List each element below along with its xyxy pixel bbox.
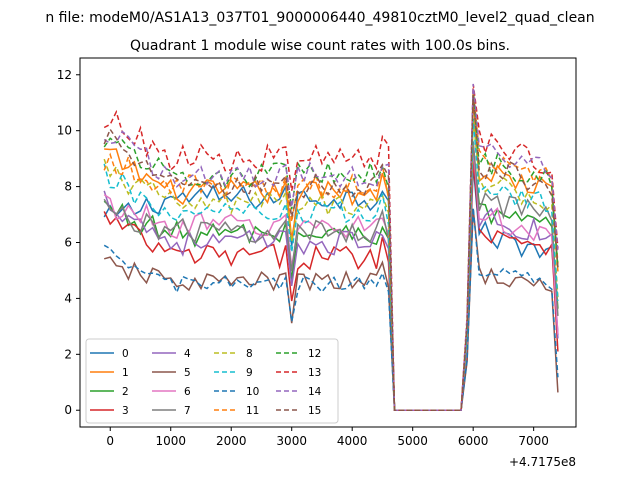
- legend-label-5: 5: [184, 367, 191, 379]
- y-axis: 0 2 4 6 8 10 12: [57, 68, 80, 417]
- legend-label-15: 15: [308, 405, 321, 417]
- x-offset-text: +4.7175e8: [509, 455, 576, 469]
- series-line-11: [103, 90, 559, 411]
- x-tick-label: 5000: [397, 434, 428, 448]
- x-tick-label: 1000: [155, 434, 186, 448]
- chart-title: Quadrant 1 module wise count rates with …: [130, 38, 510, 54]
- x-tick-label: 7000: [518, 434, 549, 448]
- series-line-4: [103, 141, 559, 411]
- x-tick-label: 0: [106, 434, 114, 448]
- legend-label-4: 4: [184, 348, 191, 360]
- legend-label-2: 2: [122, 386, 129, 398]
- legend-label-8: 8: [246, 348, 253, 360]
- series-line-14: [103, 83, 559, 411]
- legend-label-9: 9: [246, 367, 253, 379]
- legend-label-0: 0: [122, 348, 129, 360]
- y-tick-label: 6: [64, 236, 72, 250]
- x-tick-label: 4000: [337, 434, 368, 448]
- y-tick-label: 10: [57, 124, 72, 138]
- series-layer: [103, 83, 559, 411]
- series-line-13: [103, 84, 559, 411]
- y-tick-label: 2: [64, 347, 72, 361]
- series-line-10: [103, 207, 559, 411]
- legend-label-12: 12: [308, 348, 321, 360]
- series-line-7: [103, 141, 559, 411]
- legend-label-6: 6: [184, 386, 191, 398]
- series-line-15: [103, 94, 559, 411]
- legend-label-1: 1: [122, 367, 129, 379]
- x-tick-label: 3000: [276, 434, 307, 448]
- legend-label-13: 13: [308, 367, 321, 379]
- y-tick-label: 0: [64, 403, 72, 417]
- legend-label-7: 7: [184, 405, 191, 417]
- legend-label-3: 3: [122, 405, 129, 417]
- legend-label-14: 14: [308, 386, 322, 398]
- x-tick-label: 6000: [458, 434, 489, 448]
- plot-area: 0 1000 2000 3000 4000 5000 6000 7000 024681012 …: [57, 57, 577, 469]
- y-tick-label: 12: [57, 68, 72, 82]
- series-line-6: [103, 147, 559, 411]
- figure-suptitle: n file: modeM0/AS1A13_037T01_9000006440_…: [45, 10, 594, 26]
- x-tick-label: 2000: [216, 434, 247, 448]
- y-tick-label: 4: [64, 291, 72, 305]
- legend-label-10: 10: [246, 386, 259, 398]
- legend-frame: [85, 338, 339, 424]
- x-axis: 0 1000 2000 3000 4000 5000 6000 7000: [106, 427, 549, 448]
- series-line-1: [104, 97, 559, 411]
- series-line-0: [103, 165, 559, 411]
- series-line-9: [103, 118, 559, 411]
- y-tick-label: 8: [64, 180, 72, 194]
- series-line-8: [103, 118, 559, 411]
- legend-label-11: 11: [246, 405, 259, 417]
- series-line-12: [103, 89, 559, 411]
